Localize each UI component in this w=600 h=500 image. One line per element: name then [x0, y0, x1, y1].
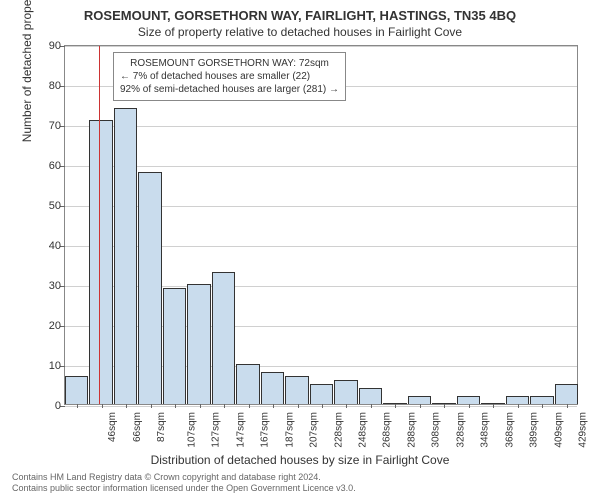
- bar: [408, 396, 431, 404]
- bar: [457, 396, 480, 404]
- grid-line: [65, 46, 577, 47]
- x-tick-mark: [469, 404, 470, 408]
- y-tick-label: 10: [49, 360, 65, 372]
- x-tick-mark: [298, 404, 299, 408]
- bar: [285, 376, 308, 404]
- x-tick-label: 167sqm: [260, 412, 271, 448]
- annotation-line: ← 7% of detached houses are smaller (22): [120, 70, 339, 83]
- bar: [138, 172, 161, 404]
- x-tick-mark: [493, 404, 494, 408]
- annotation-line: ROSEMOUNT GORSETHORN WAY: 72sqm: [120, 57, 339, 70]
- x-tick-mark: [420, 404, 421, 408]
- y-tick-label: 60: [49, 160, 65, 172]
- x-tick-label: 328sqm: [455, 412, 466, 448]
- x-tick-mark: [518, 404, 519, 408]
- bar: [187, 284, 210, 404]
- bar: [359, 388, 382, 404]
- x-axis-label: Distribution of detached houses by size …: [12, 453, 588, 467]
- bar: [65, 376, 88, 404]
- annotation-box: ROSEMOUNT GORSETHORN WAY: 72sqm← 7% of d…: [113, 52, 346, 101]
- x-tick-label: 429sqm: [578, 412, 589, 448]
- annotation-line: 92% of semi-detached houses are larger (…: [120, 83, 339, 96]
- x-tick-label: 268sqm: [382, 412, 393, 448]
- bar: [261, 372, 284, 404]
- y-axis-label: Number of detached properties: [20, 0, 34, 142]
- x-tick-label: 107sqm: [186, 412, 197, 448]
- x-tick-mark: [371, 404, 372, 408]
- x-tick-mark: [77, 404, 78, 408]
- bar: [236, 364, 259, 404]
- x-tick-label: 207sqm: [309, 412, 320, 448]
- x-tick-label: 228sqm: [333, 412, 344, 448]
- x-tick-mark: [224, 404, 225, 408]
- y-tick-label: 40: [49, 240, 65, 252]
- x-tick-label: 187sqm: [284, 412, 295, 448]
- y-tick-label: 90: [49, 40, 65, 52]
- chart-subtitle: Size of property relative to detached ho…: [12, 25, 588, 39]
- x-tick-mark: [273, 404, 274, 408]
- y-tick-label: 80: [49, 80, 65, 92]
- x-tick-label: 368sqm: [504, 412, 515, 448]
- grid-line: [65, 406, 577, 407]
- grid-line: [65, 126, 577, 127]
- bar: [506, 396, 529, 404]
- footer-text: Contains HM Land Registry data © Crown c…: [12, 472, 588, 494]
- x-tick-label: 389sqm: [529, 412, 540, 448]
- chart-container: ROSEMOUNT, GORSETHORN WAY, FAIRLIGHT, HA…: [0, 0, 600, 500]
- y-tick-label: 30: [49, 280, 65, 292]
- marker-line: [99, 46, 100, 404]
- x-tick-label: 127sqm: [211, 412, 222, 448]
- x-tick-label: 248sqm: [358, 412, 369, 448]
- bar: [212, 272, 235, 404]
- x-tick-label: 46sqm: [107, 412, 118, 442]
- x-tick-label: 288sqm: [407, 412, 418, 448]
- x-tick-mark: [395, 404, 396, 408]
- x-tick-mark: [322, 404, 323, 408]
- bar: [89, 120, 112, 404]
- x-tick-label: 87sqm: [156, 412, 167, 442]
- x-tick-mark: [444, 404, 445, 408]
- bar: [114, 108, 137, 404]
- x-tick-label: 308sqm: [431, 412, 442, 448]
- grid-line: [65, 166, 577, 167]
- y-tick-label: 70: [49, 120, 65, 132]
- x-tick-label: 409sqm: [553, 412, 564, 448]
- x-tick-mark: [102, 404, 103, 408]
- x-tick-label: 66sqm: [132, 412, 143, 442]
- bar: [555, 384, 578, 404]
- y-tick-label: 0: [55, 400, 65, 412]
- x-tick-mark: [346, 404, 347, 408]
- bar: [530, 396, 553, 404]
- footer-line-2: Contains public sector information licen…: [12, 483, 588, 494]
- bar: [310, 384, 333, 404]
- x-tick-mark: [567, 404, 568, 408]
- x-tick-label: 348sqm: [480, 412, 491, 448]
- y-tick-label: 20: [49, 320, 65, 332]
- x-tick-mark: [249, 404, 250, 408]
- x-tick-mark: [175, 404, 176, 408]
- y-tick-label: 50: [49, 200, 65, 212]
- x-tick-label: 147sqm: [235, 412, 246, 448]
- bar: [163, 288, 186, 404]
- footer-line-1: Contains HM Land Registry data © Crown c…: [12, 472, 588, 483]
- plot-area: Number of detached properties 0102030405…: [64, 45, 578, 405]
- x-tick-mark: [151, 404, 152, 408]
- plot-inner: 010203040506070809046sqm66sqm87sqm107sqm…: [64, 45, 578, 405]
- chart-title: ROSEMOUNT, GORSETHORN WAY, FAIRLIGHT, HA…: [12, 8, 588, 23]
- bar: [334, 380, 357, 404]
- x-tick-mark: [542, 404, 543, 408]
- x-tick-mark: [200, 404, 201, 408]
- x-tick-mark: [126, 404, 127, 408]
